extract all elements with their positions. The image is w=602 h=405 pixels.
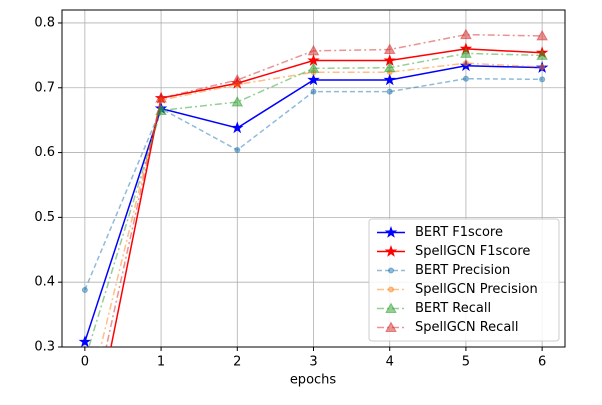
- marker: [307, 44, 320, 56]
- marker: [388, 286, 394, 293]
- marker: [460, 47, 472, 58]
- marker: [383, 73, 396, 86]
- marker: [231, 95, 244, 107]
- plot-area: [78, 28, 549, 347]
- marker: [536, 29, 548, 41]
- y-tick-label: 0.5: [34, 210, 55, 225]
- x-tick-label: 1: [157, 355, 165, 370]
- marker: [234, 146, 241, 153]
- y-tick-label: 0.6: [34, 145, 55, 160]
- marker: [462, 75, 469, 82]
- x-tick-label: 6: [538, 355, 546, 370]
- marker: [307, 62, 320, 73]
- legend-label: BERT F1score: [415, 225, 503, 240]
- x-tick-label: 2: [233, 355, 241, 370]
- legend-label: SpellGCN F1score: [415, 244, 530, 259]
- marker: [384, 244, 398, 257]
- marker: [81, 286, 88, 293]
- marker: [388, 267, 394, 274]
- y-tick-label: 0.7: [34, 80, 55, 95]
- marker: [460, 28, 472, 40]
- marker: [231, 73, 244, 85]
- marker: [385, 302, 397, 313]
- marker: [536, 49, 548, 60]
- marker: [385, 321, 397, 332]
- x-axis-label: epochs: [290, 373, 337, 388]
- marker: [386, 88, 393, 95]
- legend-label: BERT Recall: [415, 301, 491, 316]
- x-tick-label: 4: [386, 355, 394, 370]
- marker: [155, 92, 167, 103]
- marker: [383, 61, 396, 73]
- y-tick-label: 0.4: [34, 275, 55, 290]
- marker: [539, 76, 546, 83]
- legend-label: SpellGCN Precision: [415, 282, 538, 297]
- plot-frame: [61, 9, 566, 348]
- marker: [384, 225, 398, 238]
- legend-label: SpellGCN Recall: [415, 320, 519, 335]
- y-tick-label: 0.8: [34, 15, 55, 30]
- legend-label: BERT Precision: [415, 263, 510, 278]
- marker: [310, 88, 317, 95]
- marker: [78, 335, 92, 347]
- x-tick-label: 5: [462, 355, 470, 370]
- marker: [307, 73, 320, 86]
- y-tick-label: 0.3: [34, 340, 55, 355]
- x-tick-label: 0: [81, 355, 89, 370]
- legend-box: [368, 218, 560, 342]
- marker: [462, 60, 469, 67]
- marker: [383, 43, 396, 55]
- marker: [231, 121, 244, 134]
- marker: [539, 64, 546, 71]
- x-tick-label: 3: [309, 355, 317, 370]
